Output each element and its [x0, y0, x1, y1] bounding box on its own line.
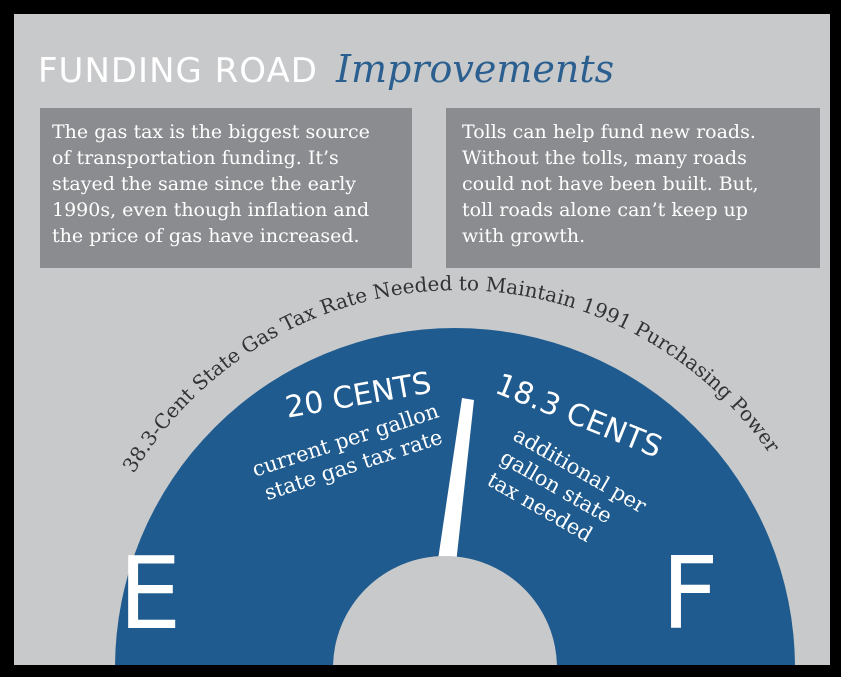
full-label: F	[661, 535, 719, 652]
box-text: with growth.	[462, 225, 585, 247]
hub	[333, 556, 557, 665]
script-title: Improvements	[335, 47, 614, 91]
title: FUNDING ROAD	[38, 51, 318, 91]
box-text: Without the tolls, many roads	[462, 147, 747, 169]
box-text: 1990s, even though inflation and	[52, 199, 369, 221]
text-box	[40, 108, 412, 268]
box-text: stayed the same since the early	[52, 173, 356, 195]
needle	[432, 398, 474, 600]
box-text: of transportation funding. It’s	[52, 147, 339, 169]
box-text: toll roads alone can’t keep up	[462, 199, 748, 221]
box-text: The gas tax is the biggest source	[52, 121, 370, 143]
box-text: could not have been built. But,	[462, 173, 759, 195]
box-text: Tolls can help fund new roads.	[462, 121, 756, 143]
box-text: the price of gas have increased.	[52, 225, 360, 247]
empty-label: E	[118, 535, 181, 652]
text-box	[446, 108, 820, 268]
